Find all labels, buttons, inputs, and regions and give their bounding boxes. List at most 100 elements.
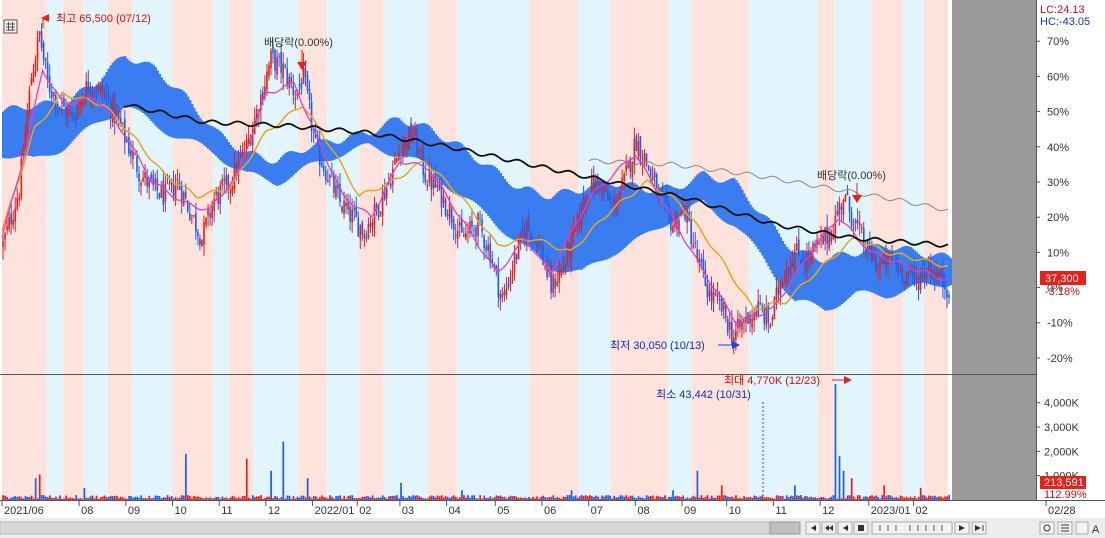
- volume-bar: [696, 470, 699, 500]
- cloud-slice: [259, 156, 263, 176]
- cloud-slice: [334, 143, 338, 159]
- candle-body: [182, 192, 185, 206]
- candle-body: [154, 178, 157, 183]
- scroll-right-button[interactable]: [954, 521, 970, 535]
- candle-body: [475, 227, 477, 238]
- volume-bar: [107, 496, 110, 500]
- cloud-slice: [460, 144, 464, 197]
- volume-bar: [217, 496, 220, 500]
- settings-button[interactable]: [1039, 521, 1055, 535]
- candle-body: [483, 236, 485, 248]
- cloud-slice: [519, 188, 523, 244]
- dividend-label-1: 배당락(0.00%): [264, 36, 333, 49]
- cloud-slice: [156, 70, 159, 128]
- scroll-track[interactable]: [0, 521, 801, 535]
- scroll-start-button[interactable]: [805, 521, 821, 535]
- low-arrow-icon: [732, 341, 740, 349]
- font-a-button[interactable]: A: [1092, 524, 1100, 536]
- candle-body: [919, 273, 922, 291]
- grid-icon[interactable]: [3, 19, 18, 34]
- candle-body: [44, 57, 47, 62]
- cloud-slice: [481, 164, 484, 209]
- cloud-slice: [856, 255, 860, 291]
- scroll-thumb[interactable]: [769, 521, 801, 535]
- volume-bar: [406, 497, 408, 500]
- cloud-slice: [669, 185, 673, 223]
- volume-bar: [643, 498, 646, 500]
- volume-bar: [142, 498, 145, 500]
- cloud-slice: [111, 62, 115, 118]
- volume-tick-label: 2,000K: [1044, 446, 1080, 458]
- volume-bar: [739, 497, 741, 500]
- cloud-slice: [438, 138, 442, 181]
- candle-body: [903, 281, 906, 284]
- y-axis-percent: 70% 60% 50% 40% 30% 20% 10% 0% -10% -20%: [1036, 36, 1073, 365]
- cloud-slice: [517, 188, 521, 243]
- candle-body: [887, 252, 889, 266]
- scroll-end-button[interactable]: [971, 521, 987, 535]
- list-button[interactable]: [1057, 521, 1073, 535]
- cloud-slice: [14, 105, 17, 158]
- cloud-slice: [680, 188, 683, 215]
- volume-bar: [394, 495, 396, 500]
- ichimoku-cloud: [2, 56, 952, 311]
- stop-button[interactable]: [853, 521, 869, 535]
- candle-body: [789, 264, 792, 275]
- candle-body: [631, 161, 634, 178]
- panel-button[interactable]: [1075, 521, 1089, 535]
- cloud-slice: [477, 163, 480, 205]
- candle-body: [123, 119, 126, 143]
- candle-body: [532, 237, 534, 239]
- cloud-slice: [32, 107, 36, 157]
- candle-body: [572, 226, 575, 235]
- volume-bar: [572, 496, 575, 500]
- cloud-slice: [172, 87, 176, 138]
- volume-bar: [237, 497, 240, 500]
- cloud-slice: [62, 108, 66, 151]
- fast-back-button[interactable]: [821, 521, 837, 535]
- cloud-slice: [582, 192, 586, 268]
- volume-bar: [215, 496, 218, 500]
- volume-bar: [387, 496, 390, 500]
- candle-body: [783, 278, 786, 280]
- volume-bar: [948, 494, 950, 500]
- cloud-slice: [397, 118, 401, 157]
- candle-body: [720, 296, 723, 312]
- volume-bar: [649, 496, 652, 500]
- period-band-red: [172, 0, 214, 500]
- cloud-slice: [330, 142, 334, 161]
- candle-body: [357, 217, 360, 237]
- cloud-slice: [316, 141, 320, 162]
- play-back-button[interactable]: [837, 521, 853, 535]
- volume-bar: [733, 497, 735, 500]
- cloud-slice: [138, 63, 141, 111]
- candle-body: [702, 258, 705, 269]
- volume-bar: [243, 496, 246, 500]
- volume-bar: [513, 495, 516, 500]
- cloud-slice: [641, 190, 645, 235]
- volume-bar: [824, 498, 827, 500]
- cloud-slice: [168, 86, 172, 137]
- volume-bar: [848, 495, 851, 500]
- candle-body: [158, 193, 161, 198]
- current-volume-badge: [1040, 476, 1086, 489]
- volume-bar: [327, 498, 329, 500]
- cloud-slice: [454, 141, 458, 195]
- cloud-slice: [286, 151, 289, 181]
- cloud-slice: [328, 141, 332, 161]
- candle-body: [290, 77, 293, 84]
- volume-bar: [548, 497, 551, 500]
- volume-bar: [473, 495, 475, 500]
- volume-bar: [593, 496, 595, 500]
- cloud-slice: [738, 186, 742, 231]
- volume-bar: [357, 497, 360, 500]
- zoom-buttons[interactable]: [871, 521, 953, 535]
- volume-bar: [682, 495, 685, 500]
- candle-body: [255, 109, 258, 123]
- candle-body: [564, 263, 567, 270]
- candle-body: [444, 199, 447, 215]
- candle-body: [808, 250, 810, 259]
- cloud-slice: [22, 109, 25, 156]
- cloud-slice: [749, 204, 752, 239]
